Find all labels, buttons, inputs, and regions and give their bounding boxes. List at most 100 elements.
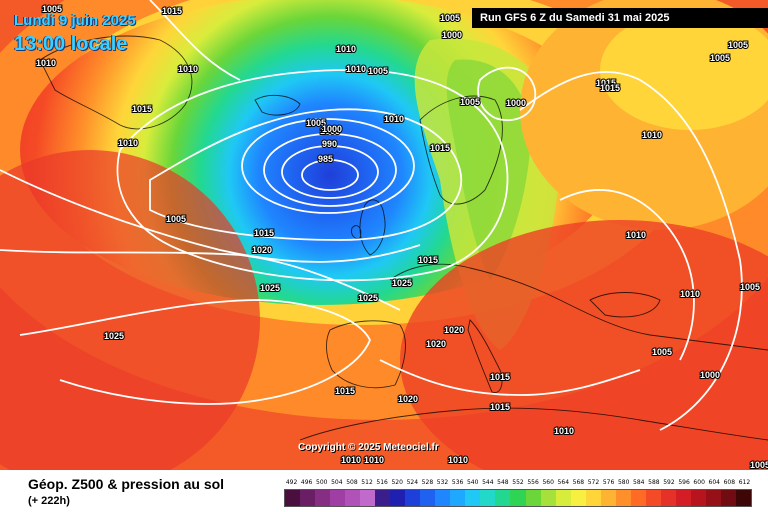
isobar-1020	[0, 249, 401, 311]
isobar-pressure-label: 1000	[700, 370, 720, 380]
isobar-pressure-label: 1025	[104, 331, 124, 341]
color-scale-label: 568	[572, 479, 585, 486]
color-swatch	[435, 490, 451, 506]
color-swatch	[480, 490, 496, 506]
isobar-pressure-label: 1010	[384, 114, 404, 124]
color-swatch	[630, 490, 646, 506]
color-swatch	[540, 490, 556, 506]
forecast-time: 13:00 locale	[14, 33, 128, 55]
color-scale-label: 580	[617, 479, 630, 486]
isobar-pressure-label: 1010	[341, 455, 361, 465]
isobar-pressure-label: 1025	[358, 293, 378, 303]
isobar-pressure-label: 1005	[750, 460, 768, 470]
color-scale-label: 492	[285, 479, 298, 486]
color-swatch	[510, 490, 526, 506]
color-scale-label: 596	[678, 479, 690, 486]
isobar-pressure-label: 1010	[680, 289, 700, 299]
europe-coast	[389, 263, 768, 351]
color-scale-label: 584	[633, 479, 645, 486]
color-scale-label: 520	[391, 479, 403, 486]
greenland-coast	[39, 35, 193, 130]
color-swatch	[660, 490, 676, 506]
isobar-985	[301, 159, 359, 191]
color-scale-label: 548	[497, 479, 509, 486]
isobar-1025	[19, 299, 371, 405]
isobar-pressure-label: 1020	[426, 339, 446, 349]
isobar-pressure-label: 985	[318, 154, 333, 164]
color-swatch	[705, 490, 721, 506]
isobar-pressure-label: 1025	[392, 278, 412, 288]
isobar-pressure-label: 1005	[320, 126, 340, 136]
color-scale-label: 600	[693, 479, 705, 486]
isobar-1015-a	[0, 169, 421, 263]
british-isles-coast	[351, 199, 386, 256]
model-run-banner: Run GFS 6 Z du Samedi 31 mai 2025	[472, 8, 768, 28]
isobar-pressure-label: 1025	[260, 283, 280, 293]
color-swatch	[735, 490, 751, 506]
isobar-1000	[241, 118, 415, 214]
color-swatch	[495, 490, 511, 506]
isobar-pressure-label: 1020	[444, 325, 464, 335]
iberia-coast	[326, 320, 406, 389]
field-scandinavia-inner	[446, 59, 531, 280]
isobar-pressure-label: 1005	[42, 4, 62, 14]
color-scale-label: 612	[738, 479, 751, 486]
isobar-pressure-label: 1020	[398, 394, 418, 404]
isobar-pressure-label: 1010	[642, 130, 662, 140]
color-swatch	[525, 490, 541, 506]
isobar-1015-south	[379, 359, 641, 396]
isobar-pressure-label: 1005	[306, 118, 326, 128]
color-swatch	[405, 490, 421, 506]
color-swatch	[315, 490, 331, 506]
isobar-pressure-label: 1005	[460, 97, 480, 107]
isobar-pressure-label: 1010	[118, 138, 138, 148]
color-swatch	[690, 490, 706, 506]
forecast-date: Lundi 9 juin 2025	[14, 12, 136, 29]
isobar-pressure-label: 1015	[430, 143, 450, 153]
isobar-1010	[116, 69, 509, 282]
isobar-pressure-label: 1015	[490, 372, 510, 382]
color-scale-label: 552	[512, 479, 524, 486]
isobar-pressure-label: 1015	[132, 104, 152, 114]
field-title: Géop. Z500 & pression au sol	[28, 476, 225, 492]
color-swatch	[330, 490, 346, 506]
isobar-995	[263, 133, 397, 207]
isobar-pressure-label: 1015	[418, 255, 438, 265]
isobar-pressure-label: 1000	[322, 124, 342, 134]
lead-time: (+ 222h)	[28, 495, 70, 507]
isobar-pressure-label: 1015	[254, 228, 274, 238]
scandinavia-coast	[419, 95, 503, 205]
color-swatch	[360, 490, 376, 506]
color-scale-label: 496	[300, 479, 313, 486]
color-scale-label: 532	[436, 479, 449, 486]
isobar-labels: 1005 101510101010101510101005100010051005…	[35, 3, 768, 470]
color-swatch	[375, 490, 391, 506]
color-scale-label: 536	[451, 479, 464, 486]
isobar-pressure-label: 1015	[596, 78, 616, 88]
isobar-990	[281, 145, 379, 199]
isobar-pressure-label: 1005	[440, 13, 460, 23]
color-scale-label: 508	[346, 479, 358, 486]
legend-footer: Géop. Z500 & pression au sol (+ 222h) 49…	[0, 470, 768, 512]
color-scale-label: 608	[723, 479, 736, 486]
isobar-pressure-label: 1010	[364, 455, 384, 465]
color-scale-label: 512	[361, 479, 373, 486]
isobar-pressure-label: 1005	[710, 53, 730, 63]
black-sea-coast	[589, 292, 661, 318]
isobar-pressure-label: 1015	[490, 402, 510, 412]
isobar-pressure-label: 1005	[368, 66, 388, 76]
color-scale-bar	[284, 489, 752, 507]
color-scale-label: 576	[602, 479, 615, 486]
color-swatch	[300, 490, 316, 506]
isobar-pressure-label: 1015	[600, 83, 620, 93]
color-scale-label: 560	[542, 479, 554, 486]
color-scale-label: 572	[587, 479, 600, 486]
color-scale-label: 524	[406, 479, 419, 486]
isobar-pressure-label: 1005	[728, 40, 748, 50]
isobar-pressure-label: 1005	[166, 214, 186, 224]
color-scale-label: 604	[708, 479, 720, 486]
color-swatch	[600, 490, 616, 506]
color-swatch	[555, 490, 571, 506]
color-swatch	[450, 490, 466, 506]
field-ne-yellow	[600, 10, 768, 130]
